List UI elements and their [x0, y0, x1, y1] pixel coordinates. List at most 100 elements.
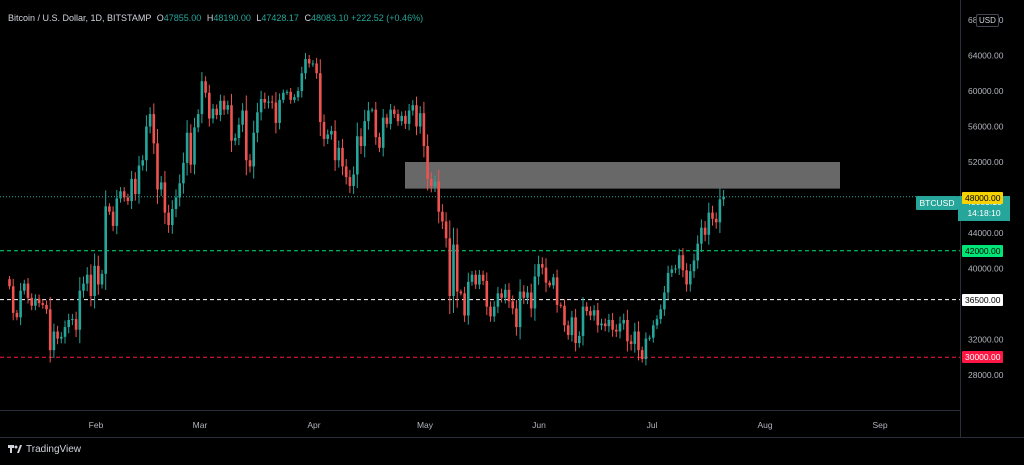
candle [511, 295, 514, 315]
candle-body [122, 191, 126, 198]
candle-body [19, 290, 22, 318]
candle [378, 132, 381, 153]
candle [300, 66, 304, 98]
candle [363, 109, 366, 158]
candle [97, 255, 100, 295]
low-value: 47428.17 [261, 13, 299, 23]
bar-countdown: 14:18:10 [967, 208, 1001, 218]
candle [548, 280, 551, 288]
candle-body [533, 276, 537, 309]
candle [418, 106, 422, 134]
x-tick-label: Apr [307, 420, 320, 430]
candle [333, 120, 337, 171]
candle [23, 279, 26, 295]
candle [574, 308, 577, 352]
tradingview-logo[interactable]: TradingView [8, 444, 81, 455]
candle [441, 204, 444, 229]
candle-body [67, 319, 70, 328]
candle [685, 263, 688, 292]
candle [485, 272, 489, 316]
candle-body [663, 292, 666, 310]
candle-body [274, 102, 278, 123]
candle [393, 105, 396, 118]
candle [56, 325, 59, 345]
candle [415, 96, 418, 136]
candle-body [156, 143, 159, 190]
candle [481, 270, 485, 286]
candle-body [174, 197, 178, 210]
candle-body [71, 319, 74, 321]
candle [541, 257, 544, 275]
candle-body [215, 108, 218, 115]
candle-body [359, 136, 363, 147]
candle [263, 92, 267, 109]
candle-body [492, 306, 496, 317]
currency-button[interactable]: USD [976, 14, 999, 27]
candle-body [718, 199, 722, 223]
candle-body [196, 114, 200, 128]
candle-body [245, 110, 248, 161]
candle-body [430, 178, 433, 186]
candle-body [481, 274, 485, 281]
candle-body [8, 279, 11, 287]
candle [385, 113, 389, 128]
candle [640, 346, 644, 363]
candle [182, 152, 185, 194]
candle-body [607, 319, 611, 327]
y-tick-label: 40000.00 [968, 264, 1004, 274]
candle-body [26, 283, 30, 298]
candle-body [559, 304, 563, 306]
candle-body [315, 63, 318, 74]
candle-body [404, 115, 407, 124]
candle-body [652, 325, 655, 338]
y-tick-label: 64000.00 [968, 51, 1004, 61]
time-axis[interactable]: Feb Mar Apr May Jun Jul Aug Sep [89, 420, 888, 430]
candle [552, 273, 555, 289]
candle [252, 120, 255, 179]
candle-body [45, 304, 48, 310]
candle [344, 159, 348, 185]
candle [171, 200, 174, 234]
candle [600, 318, 603, 331]
candle-body [363, 121, 366, 147]
candle [478, 270, 481, 290]
branding-label: TradingView [26, 444, 82, 455]
y-tick-label: 52000.00 [968, 157, 1004, 167]
candle [130, 170, 133, 210]
candle [282, 89, 285, 104]
candle-body [270, 101, 274, 103]
candle [8, 276, 11, 290]
ticker-price-tag: BTCUSD [916, 196, 958, 210]
candle [319, 59, 322, 137]
candle [670, 265, 674, 278]
candle [626, 309, 629, 352]
candle [396, 109, 400, 126]
candle [696, 235, 699, 269]
candle-body [696, 243, 699, 261]
candle [322, 114, 326, 147]
candle-body [233, 138, 237, 141]
candle-body [374, 109, 378, 138]
candle-body [352, 174, 355, 186]
candle-body [452, 244, 455, 297]
candle-body [474, 274, 477, 285]
candle-body [589, 311, 592, 316]
candle [304, 53, 307, 80]
x-tick-label: Sep [872, 420, 887, 430]
candle [167, 204, 170, 233]
candle [108, 203, 111, 215]
candle-body [163, 182, 167, 213]
resistance-zone[interactable] [405, 162, 840, 189]
candle-body [415, 105, 418, 127]
candle [644, 332, 648, 366]
candle-body [455, 244, 459, 292]
candle [381, 108, 385, 157]
candle [437, 169, 440, 224]
candle [444, 212, 448, 248]
candle-body [378, 137, 381, 148]
candle [467, 272, 470, 325]
candle-body [285, 91, 289, 93]
candle [433, 175, 437, 192]
x-tick-label: Feb [89, 420, 104, 430]
